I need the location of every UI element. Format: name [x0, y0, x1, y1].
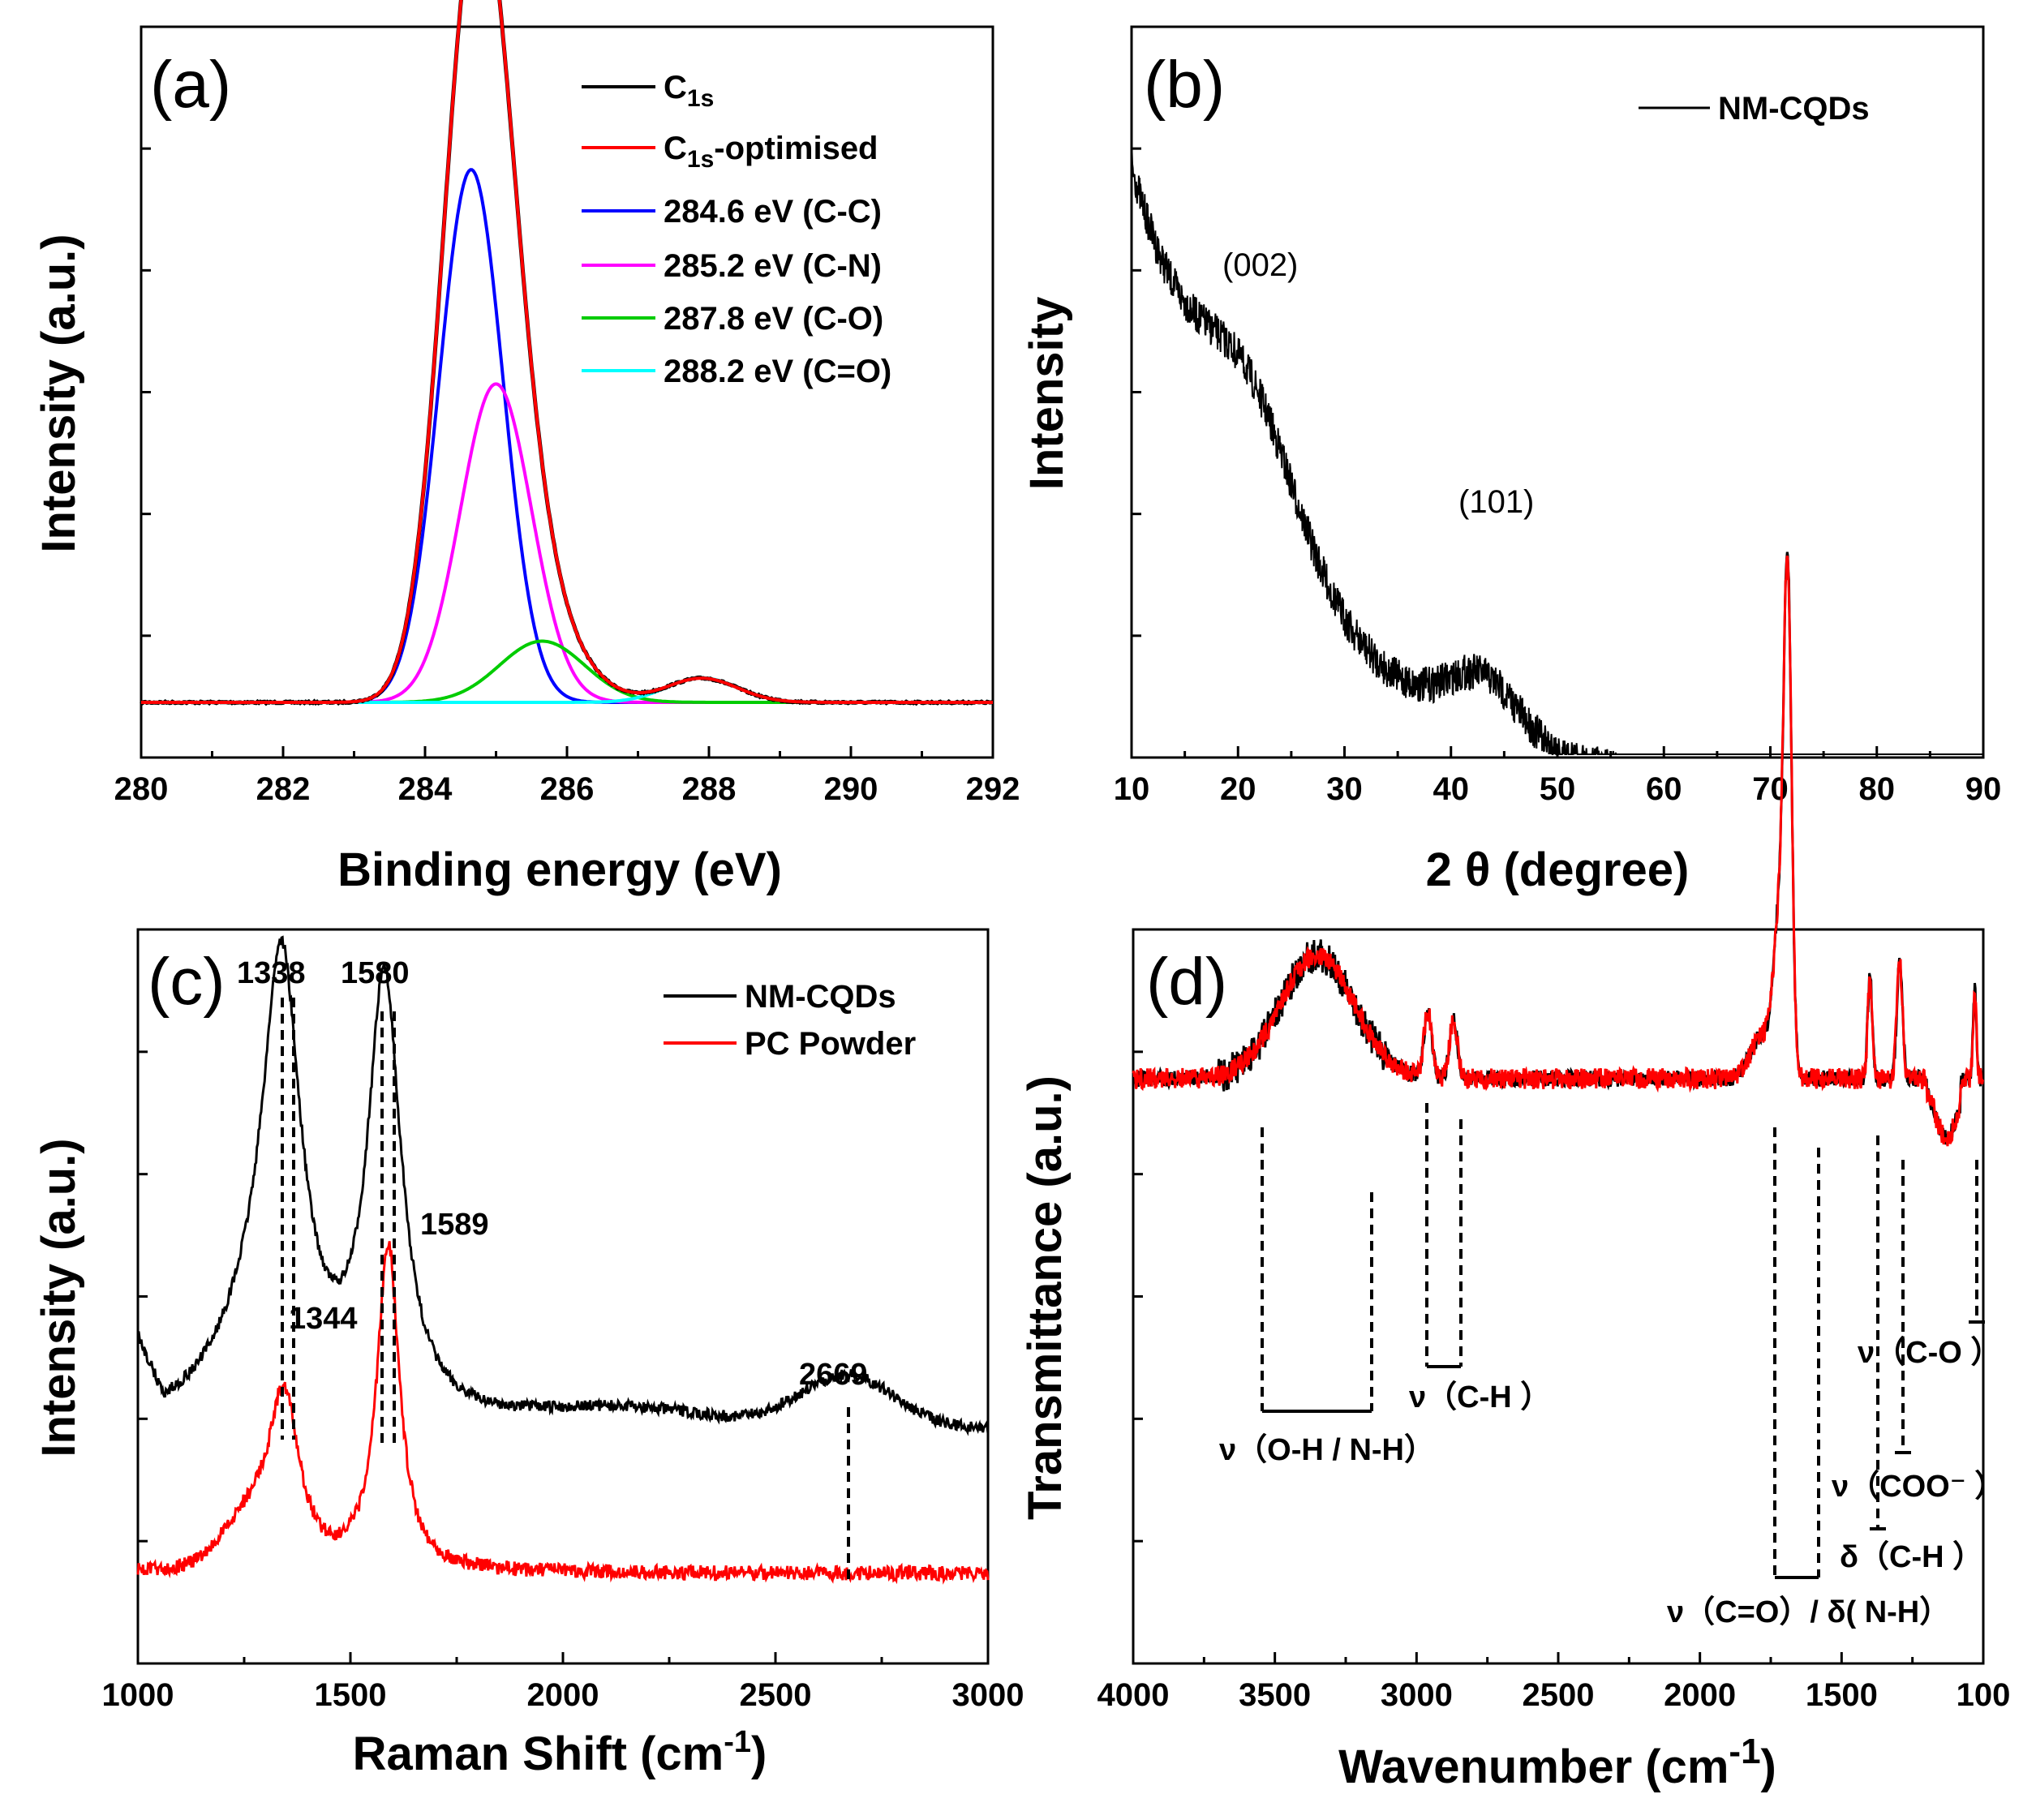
panel-b-peak-101: (101)	[1458, 484, 1534, 520]
panel-c-peak-1338: 1338	[237, 956, 306, 990]
panel-b-label: (b)	[1144, 48, 1225, 122]
x-tick-label: 288	[682, 771, 737, 807]
raman-curve-nmcqds	[136, 935, 990, 1436]
x-tick-label: 50	[1540, 771, 1576, 807]
panel-c-peak-1344: 1344	[289, 1302, 358, 1336]
panel-a-legend: C1s C1s-optimised 284.6 eV (C-C) 285.2 e…	[582, 70, 891, 389]
panel-a: 280 282 284 286 288 290 292 (a) Binding energy…	[32, 0, 1020, 896]
panel-c: 1000 1500 2000 2500 3000 (c) 1338 1580 1589 …	[32, 928, 1024, 1780]
legend-label-c1s: C1s	[664, 70, 714, 112]
panel-c-legend-label-pc: PC Powder	[745, 1026, 916, 1062]
x-tick-label: 280	[114, 771, 169, 807]
x-tick-label: 3500	[1239, 1677, 1311, 1713]
panel-d-ylabel: Transmittance (a.u.)	[1019, 1075, 1072, 1520]
panel-c-curves	[136, 935, 990, 1585]
x-tick-label: 2500	[740, 1677, 812, 1713]
legend-label-co: 287.8 eV (C-O)	[664, 301, 883, 337]
panel-c-xlabel: Raman Shift (cm-1)	[353, 1725, 767, 1780]
legend-label-c1s-optimised: C1s-optimised	[664, 131, 878, 173]
panel-c-legend-label-nmcqds: NM-CQDs	[745, 979, 896, 1015]
panel-c-ticks: 1000 1500 2000 2500 3000	[102, 1050, 1024, 1713]
panel-b-curves	[1131, 152, 1983, 755]
x-tick-label: 2000	[1664, 1677, 1736, 1713]
legend-label-cc: 284.6 eV (C-C)	[664, 194, 882, 230]
panel-c-peak-1589: 1589	[420, 1208, 489, 1242]
x-tick-label: 286	[540, 771, 595, 807]
panel-d-curves	[1132, 552, 1985, 1147]
x-tick-label: 284	[398, 771, 453, 807]
x-tick-label: 4000	[1097, 1677, 1170, 1713]
x-tick-label: 1500	[1806, 1677, 1878, 1713]
panel-d-ticks: 4000 3500 3000 2500 2000 1500 100	[1097, 1050, 2011, 1713]
panel-c-ylabel: Intensity (a.u.)	[32, 1138, 85, 1457]
panel-b: 10 20 30 40 50 60 70 80 90 (b) 2 θ (degree) Inte…	[1020, 25, 2002, 896]
x-tick-label: 282	[256, 771, 311, 807]
x-tick-label: 80	[1859, 771, 1896, 807]
panel-d-band-ch: ν（C-H ）	[1409, 1380, 1551, 1414]
legend-label-cn: 285.2 eV (C-N)	[664, 248, 882, 284]
panel-b-peak-002: (002)	[1222, 247, 1298, 283]
x-tick-label: 3000	[1381, 1677, 1453, 1713]
x-tick-label: 3000	[952, 1677, 1024, 1713]
panel-a-ticks: 280 282 284 286 288 290 292	[114, 147, 1020, 807]
panel-a-ylabel: Intensity (a.u.)	[32, 234, 85, 552]
panel-d-xlabel: Wavenumber (cm-1)	[1338, 1732, 1776, 1793]
panel-c-label: (c)	[148, 945, 226, 1019]
curve-c-double-o	[141, 676, 993, 704]
x-tick-label: 2500	[1523, 1677, 1595, 1713]
x-tick-label: 20	[1220, 771, 1256, 807]
xrd-curve-nmcqds	[1131, 152, 1983, 755]
x-tick-label: 1500	[315, 1677, 387, 1713]
panel-b-legend-label: NM-CQDs	[1718, 91, 1870, 127]
raman-curve-pc-powder	[136, 1241, 990, 1585]
legend-label-c-double-o: 288.2 eV (C=O)	[664, 354, 891, 389]
panel-a-xlabel: Binding energy (eV)	[337, 843, 782, 896]
panel-d-band-co-nh: ν（C=O）/ δ( N-H）	[1667, 1595, 1950, 1629]
x-tick-label: 290	[824, 771, 878, 807]
panel-b-ylabel: Intensity	[1020, 297, 1073, 491]
x-tick-label: 2000	[527, 1677, 599, 1713]
panel-a-label: (a)	[150, 48, 231, 122]
x-tick-label: 90	[1965, 771, 2002, 807]
panel-d-band-oh-nh: ν（O-H / N-H）	[1219, 1433, 1435, 1467]
curve-cn	[141, 382, 993, 704]
x-tick-label: 40	[1433, 771, 1470, 807]
x-tick-label: 100	[1957, 1677, 2011, 1713]
panel-d: 4000 3500 3000 2500 2000 1500 100 (d) ν（O-H / …	[1019, 552, 2010, 1793]
panel-b-ticks: 10 20 30 40 50 60 70 80 90	[1114, 147, 2002, 807]
curve-co	[141, 639, 993, 704]
x-tick-label: 292	[966, 771, 1020, 807]
x-tick-label: 30	[1326, 771, 1363, 807]
panel-d-label: (d)	[1146, 945, 1227, 1019]
x-tick-label: 1000	[102, 1677, 174, 1713]
panel-c-peak-2669: 2669	[799, 1358, 868, 1392]
curve-c1s-optimised	[141, 0, 993, 704]
panel-c-peak-1580: 1580	[341, 956, 410, 990]
panel-c-dashed-lines	[281, 998, 850, 1582]
x-tick-label: 60	[1646, 771, 1682, 807]
ftir-curve-red	[1132, 556, 1985, 1147]
panel-a-curves	[140, 0, 994, 706]
panel-d-band-delta-ch: δ（C-H ）	[1840, 1540, 1983, 1574]
panel-b-xlabel: 2 θ (degree)	[1426, 843, 1690, 896]
panel-d-band-c-o: ν（C-O ）	[1858, 1336, 2001, 1370]
x-tick-label: 10	[1114, 771, 1150, 807]
panel-d-band-coo: ν（COO⁻ ）	[1832, 1470, 2005, 1504]
panel-d-brackets	[1261, 1103, 1985, 1579]
